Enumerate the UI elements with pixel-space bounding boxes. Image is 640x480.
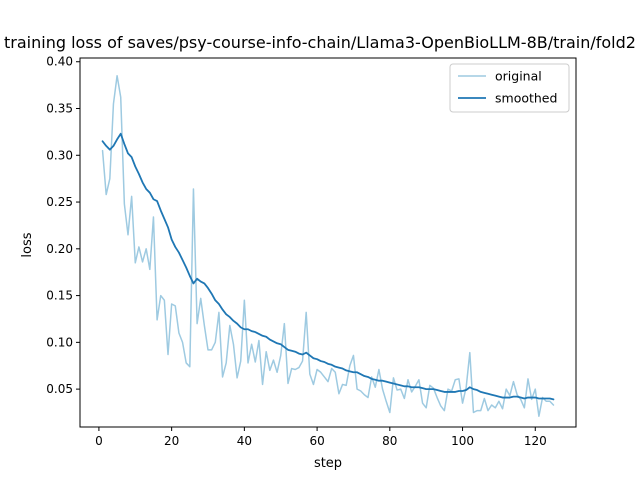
legend: original smoothed xyxy=(449,63,570,113)
y-tick-label: 0.05 xyxy=(46,382,73,396)
series-line-smoothed xyxy=(101,132,555,401)
x-tick-label: 80 xyxy=(382,434,397,448)
y-tick-label: 0.15 xyxy=(46,289,73,303)
y-tick-label: 0.10 xyxy=(46,335,73,349)
x-tick-label: 0 xyxy=(95,434,103,448)
series-group xyxy=(101,75,555,417)
y-axis-label: loss xyxy=(20,232,35,257)
x-tick-label: 120 xyxy=(524,434,547,448)
plot-frame xyxy=(79,57,577,428)
chart-title: training loss of saves/psy-course-info-c… xyxy=(4,33,636,52)
x-axis: 0 20 40 60 80 100 120 xyxy=(95,427,547,448)
x-tick-label: 60 xyxy=(309,434,324,448)
legend-label-smoothed: smoothed xyxy=(495,91,557,106)
series-line-original xyxy=(101,75,555,417)
x-tick-label: 40 xyxy=(237,434,252,448)
y-tick-label: 0.30 xyxy=(46,148,73,162)
legend-label-original: original xyxy=(495,69,542,84)
y-tick-label: 0.40 xyxy=(46,55,73,69)
x-axis-label: step xyxy=(314,456,342,471)
x-tick-label: 100 xyxy=(451,434,474,448)
plot-area xyxy=(79,57,577,428)
y-axis: 0.05 0.10 0.15 0.20 0.25 0.30 0.35 0.40 xyxy=(46,55,80,396)
x-tick-label: 20 xyxy=(164,434,179,448)
y-tick-label: 0.20 xyxy=(46,242,73,256)
y-tick-label: 0.25 xyxy=(46,195,73,209)
y-tick-label: 0.35 xyxy=(46,102,73,116)
